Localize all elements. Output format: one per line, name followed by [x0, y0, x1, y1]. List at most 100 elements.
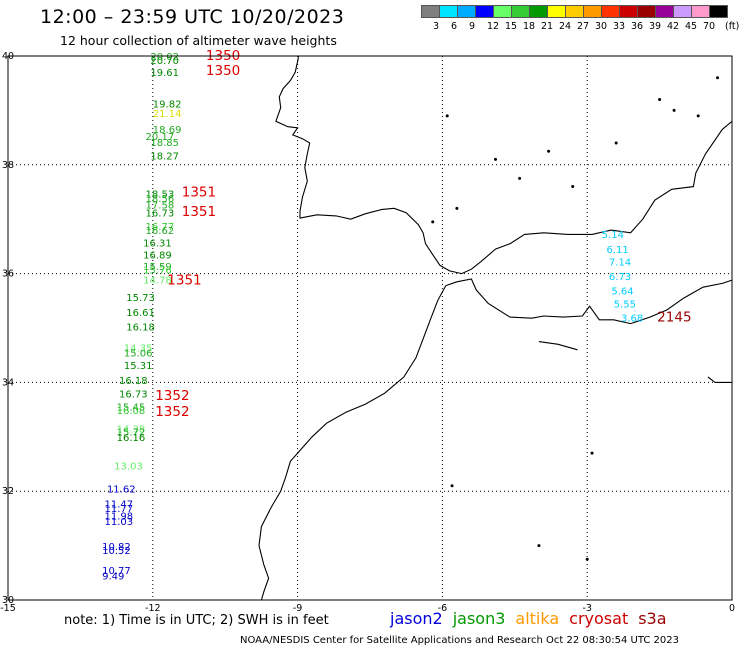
wave-height-label: 6.11: [607, 245, 629, 256]
wave-height-label: 16.31: [143, 238, 172, 249]
legend-cryosat: cryosat: [569, 609, 629, 628]
inland-water-speck: [518, 176, 522, 180]
wave-height-label: 15.76: [143, 266, 172, 277]
color-scale-label: 42: [667, 21, 680, 32]
wave-height-label: 20.70: [150, 56, 179, 67]
wave-height-label: 20.17: [146, 132, 175, 143]
color-scale-label: 15: [505, 21, 518, 32]
color-scale-unit: (ft): [725, 21, 740, 32]
inland-water-speck: [614, 141, 618, 145]
lon-tick-label: -15: [0, 603, 16, 614]
wave-height-label: 15.73: [126, 293, 155, 304]
wave-height-label: 13.03: [114, 461, 143, 472]
wave-height-label: 18.69: [153, 125, 182, 136]
wave-height-label: 3.68: [621, 313, 643, 324]
pass-time-label: 1351: [182, 184, 216, 200]
wave-height-label: 14.35: [124, 343, 153, 354]
pass-time-label: 1352: [155, 388, 189, 404]
pass-time-label: 1351: [167, 272, 201, 288]
wave-height-label: 19.61: [150, 68, 179, 79]
color-scale-label: 18: [523, 21, 536, 32]
lon-tick-label: -9: [293, 603, 302, 614]
pass-time-label: 1352: [155, 404, 189, 420]
wave-height-label: 15.72: [117, 428, 146, 439]
wave-height-label: 7.14: [609, 257, 631, 268]
color-scale-label: 3: [433, 21, 440, 32]
coastline-segment: [538, 341, 578, 351]
wave-height-label: 11.47: [105, 500, 134, 511]
wave-height-label: 11.77: [105, 504, 134, 515]
inland-water-speck: [431, 220, 435, 224]
legend-altika: altika: [515, 609, 560, 628]
inland-water-speck: [547, 149, 551, 153]
wave-height-label: 16.89: [143, 250, 172, 261]
wave-height-label: 18.53: [146, 189, 175, 200]
wave-height-label: 18.85: [150, 138, 179, 149]
color-scale-label: 70: [703, 21, 716, 32]
color-scale-label: 12: [487, 21, 500, 32]
inland-water-speck: [716, 76, 720, 80]
color-scale-label: 9: [469, 21, 476, 32]
lon-tick-label: -12: [145, 603, 161, 614]
coastline-segment: [258, 285, 447, 601]
color-scale-label: 24: [559, 21, 572, 32]
color-scale-label: 33: [613, 21, 626, 32]
coastline-segment: [275, 55, 733, 275]
wave-height-label: 16.16: [117, 433, 146, 444]
legend-s3a: s3a: [638, 609, 667, 628]
wave-height-label: 15.45: [117, 403, 146, 414]
lon-tick-label: -6: [438, 603, 447, 614]
wave-height-label: 10.82: [102, 542, 131, 553]
credit-footer: NOAA/NESDIS Center for Satellite Applica…: [240, 635, 679, 646]
wave-height-label: 18.56: [146, 194, 175, 205]
pass-time-label: 1350: [206, 63, 240, 79]
lon-tick-label: 0: [729, 603, 735, 614]
wave-height-label: 16.18: [119, 376, 148, 387]
map-grid: [8, 56, 732, 600]
inland-water-speck: [696, 114, 700, 118]
wave-height-label: 10.52: [102, 546, 131, 557]
inland-water-speck: [658, 98, 662, 102]
color-scale-label: 36: [631, 21, 644, 32]
wave-height-label: 5.55: [614, 299, 636, 310]
wave-height-label: 11.03: [105, 517, 134, 528]
map-frame: [7, 55, 733, 601]
page-subtitle: 12 hour collection of altimeter wave hei…: [60, 33, 337, 48]
wave-height-label: 19.82: [153, 100, 182, 111]
wave-height-label: 15.31: [124, 361, 153, 372]
wave-height-label: 15.06: [124, 348, 153, 359]
color-scale-label: 27: [577, 21, 590, 32]
page-title: 12:00 – 23:59 UTC 10/20/2023: [40, 6, 345, 28]
inland-water-speck: [450, 484, 454, 488]
inland-water-speck: [445, 114, 449, 118]
pass-time-label: 2145: [657, 309, 691, 325]
inland-water-speck: [571, 185, 575, 189]
inland-water-speck: [585, 557, 589, 561]
inland-water-speck: [493, 157, 497, 161]
wave-height-label: 15.59: [143, 262, 172, 273]
inland-water-speck: [590, 451, 594, 455]
wave-height-label: 16.62: [146, 226, 175, 237]
wave-height-label: 11.98: [105, 511, 134, 522]
satellite-legend: jason2 jason3 altika cryosat s3a: [390, 609, 677, 628]
lon-tick-label: -3: [582, 603, 591, 614]
coastline-segment: [445, 278, 733, 325]
wave-height-label: 11.62: [107, 484, 136, 495]
color-scale-label: 39: [649, 21, 662, 32]
color-scale-label: 45: [685, 21, 698, 32]
footnote: note: 1) Time is in UTC; 2) SWH is in fe…: [64, 613, 329, 628]
wave-height-label: 16.18: [126, 323, 155, 334]
wave-height-label: 17.58: [146, 200, 175, 211]
wave-height-label: 16.73: [119, 390, 148, 401]
wave-height-label: 16.73: [146, 208, 175, 219]
inland-water-speck: [672, 108, 676, 112]
wave-height-label: 6.73: [609, 272, 631, 283]
wave-height-label: 16.77: [146, 222, 175, 233]
wave-height-label: 5.64: [611, 286, 633, 297]
color-scale: [421, 5, 728, 18]
wave-height-label: 9.49: [102, 571, 124, 582]
